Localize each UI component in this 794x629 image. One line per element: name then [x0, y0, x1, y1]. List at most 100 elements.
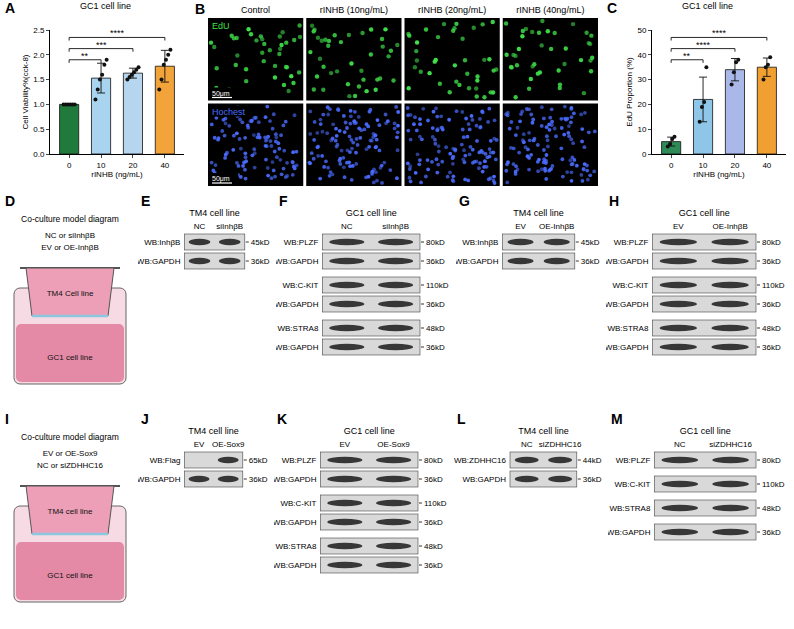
svg-text:20: 20	[637, 100, 646, 109]
svg-text:siInhβB: siInhβB	[382, 222, 409, 231]
svg-text:OE-Sox9: OE-Sox9	[212, 440, 245, 449]
svg-text:2.5: 2.5	[33, 26, 45, 35]
svg-text:WB:C-KIT: WB:C-KIT	[280, 499, 316, 508]
svg-text:EdU: EdU	[212, 21, 230, 31]
svg-text:WB:GAPDH: WB:GAPDH	[606, 300, 649, 309]
svg-text:EdU Proportion (%): EdU Proportion (%)	[625, 57, 634, 127]
svg-text:36kD: 36kD	[762, 343, 781, 352]
svg-text:WB:GAPDH: WB:GAPDH	[274, 475, 317, 484]
svg-text:40: 40	[762, 161, 771, 170]
svg-text:36kD: 36kD	[251, 257, 270, 266]
svg-text:OE-Sox9: OE-Sox9	[377, 440, 410, 449]
svg-text:WB:InhβB: WB:InhβB	[462, 238, 498, 247]
svg-text:WB:GAPDH: WB:GAPDH	[138, 257, 181, 266]
svg-text:NC: NC	[521, 440, 533, 449]
svg-text:J: J	[141, 411, 149, 427]
svg-text:TM4 Cell line: TM4 Cell line	[47, 289, 94, 298]
svg-text:EV: EV	[515, 222, 526, 231]
svg-text:36kD: 36kD	[426, 257, 445, 266]
svg-text:WB:STRA8: WB:STRA8	[609, 504, 650, 513]
svg-text:E: E	[141, 193, 150, 209]
svg-text:WB:InhβB: WB:InhβB	[144, 238, 180, 247]
svg-text:****: ****	[712, 28, 727, 38]
svg-text:30: 30	[637, 75, 646, 84]
svg-text:G: G	[459, 193, 470, 209]
svg-text:H: H	[609, 193, 619, 209]
svg-text:OE-InhβB: OE-InhβB	[539, 222, 574, 231]
svg-text:GC1 cell line: GC1 cell line	[47, 571, 93, 580]
svg-text:WB:GAPDH: WB:GAPDH	[274, 518, 317, 527]
svg-text:TM4 cell line: TM4 cell line	[188, 426, 239, 436]
svg-text:65kD: 65kD	[249, 456, 268, 465]
svg-text:M: M	[611, 411, 623, 427]
svg-text:EV: EV	[339, 440, 350, 449]
svg-text:B: B	[195, 1, 205, 17]
svg-text:45kD: 45kD	[581, 238, 600, 247]
svg-text:WB:PLZF: WB:PLZF	[284, 238, 319, 247]
svg-text:110kD: 110kD	[762, 480, 785, 489]
svg-text:WB:Flag: WB:Flag	[150, 456, 181, 465]
svg-text:siInhβB: siInhβB	[216, 222, 243, 231]
svg-text:80kD: 80kD	[762, 456, 781, 465]
svg-text:110kD: 110kD	[762, 281, 785, 290]
svg-text:10: 10	[637, 125, 646, 134]
svg-text:OE-InhβB: OE-InhβB	[712, 222, 747, 231]
svg-text:K: K	[277, 411, 287, 427]
svg-text:rINHB (10ng/mL): rINHB (10ng/mL)	[320, 5, 388, 15]
svg-text:Cell Viability%(cck-8): Cell Viability%(cck-8)	[21, 54, 30, 129]
svg-text:**: **	[81, 51, 89, 61]
svg-text:36kD: 36kD	[583, 475, 602, 484]
svg-text:NC: NC	[341, 222, 353, 231]
svg-text:WB:GAPDH: WB:GAPDH	[608, 528, 651, 537]
svg-text:WB:GAPDH: WB:GAPDH	[276, 300, 319, 309]
svg-text:TM4 cell line: TM4 cell line	[189, 208, 240, 218]
svg-text:Control: Control	[241, 5, 270, 15]
svg-text:50: 50	[637, 26, 646, 35]
svg-text:WB:C-KIT: WB:C-KIT	[612, 281, 648, 290]
svg-text:2.0: 2.0	[33, 51, 45, 60]
svg-text:36kD: 36kD	[249, 475, 268, 484]
svg-text:F: F	[279, 193, 288, 209]
svg-text:10: 10	[699, 161, 708, 170]
svg-text:36kD: 36kD	[424, 561, 443, 570]
svg-text:WB:GAPDH: WB:GAPDH	[606, 343, 649, 352]
svg-text:WB:PLZF: WB:PLZF	[282, 456, 317, 465]
svg-text:**: **	[683, 51, 691, 61]
svg-text:GC1 cell line: GC1 cell line	[680, 426, 731, 436]
svg-text:NC: NC	[674, 440, 686, 449]
svg-text:TM4 cell line: TM4 cell line	[518, 426, 569, 436]
svg-text:Hochest: Hochest	[212, 107, 246, 117]
svg-text:****: ****	[696, 40, 711, 50]
svg-text:40: 40	[637, 51, 646, 60]
svg-text:36kD: 36kD	[426, 300, 445, 309]
svg-text:36kD: 36kD	[426, 343, 445, 352]
svg-text:48kD: 48kD	[762, 324, 781, 333]
svg-text:0: 0	[67, 161, 72, 170]
svg-text:10: 10	[97, 161, 106, 170]
svg-text:45kD: 45kD	[251, 238, 270, 247]
svg-text:110kD: 110kD	[424, 499, 447, 508]
svg-text:TM4 cell line: TM4 cell line	[48, 507, 93, 516]
svg-text:NC or siInhβB: NC or siInhβB	[45, 231, 95, 240]
svg-text:***: ***	[96, 40, 107, 50]
svg-text:GC1 cell line: GC1 cell line	[346, 208, 397, 218]
svg-text:TM4 cell line: TM4 cell line	[513, 208, 564, 218]
svg-text:48kD: 48kD	[424, 542, 443, 551]
svg-text:rINHB (20ng/mL): rINHB (20ng/mL)	[418, 5, 486, 15]
svg-text:36kD: 36kD	[581, 257, 600, 266]
svg-text:WB:GAPDH: WB:GAPDH	[276, 343, 319, 352]
svg-text:L: L	[457, 411, 466, 427]
svg-text:36kD: 36kD	[762, 300, 781, 309]
svg-text:WB:GAPDH: WB:GAPDH	[276, 257, 319, 266]
svg-text:WB:GAPDH: WB:GAPDH	[274, 561, 317, 570]
svg-text:WB:STRA8: WB:STRA8	[277, 324, 318, 333]
svg-text:EV: EV	[673, 222, 684, 231]
svg-text:0.5: 0.5	[33, 125, 45, 134]
svg-text:44kD: 44kD	[583, 456, 602, 465]
svg-text:rINHB (ng/mL): rINHB (ng/mL)	[693, 170, 745, 179]
svg-text:WB:C-KIT: WB:C-KIT	[614, 480, 650, 489]
svg-text:20: 20	[730, 161, 739, 170]
svg-text:GC1 cell line: GC1 cell line	[682, 1, 733, 11]
svg-text:WB:GAPDH: WB:GAPDH	[606, 257, 649, 266]
svg-text:WB:STRA8: WB:STRA8	[607, 324, 648, 333]
